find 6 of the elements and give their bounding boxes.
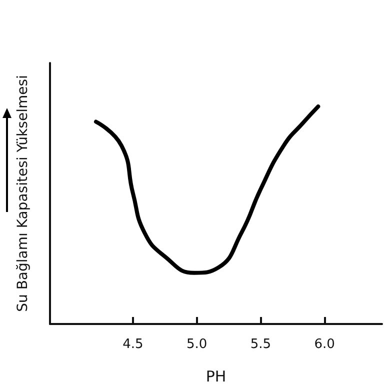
x-tick-label: 5.0	[186, 337, 208, 352]
x-tick-label: 5.5	[250, 337, 272, 352]
x-axis-title: PH	[206, 368, 226, 386]
x-tick-label: 4.5	[122, 337, 144, 352]
y-axis-title: Su Bağlamı Kapasitesi Yükselmesi	[15, 75, 31, 312]
x-tick-label: 6.0	[314, 337, 335, 352]
